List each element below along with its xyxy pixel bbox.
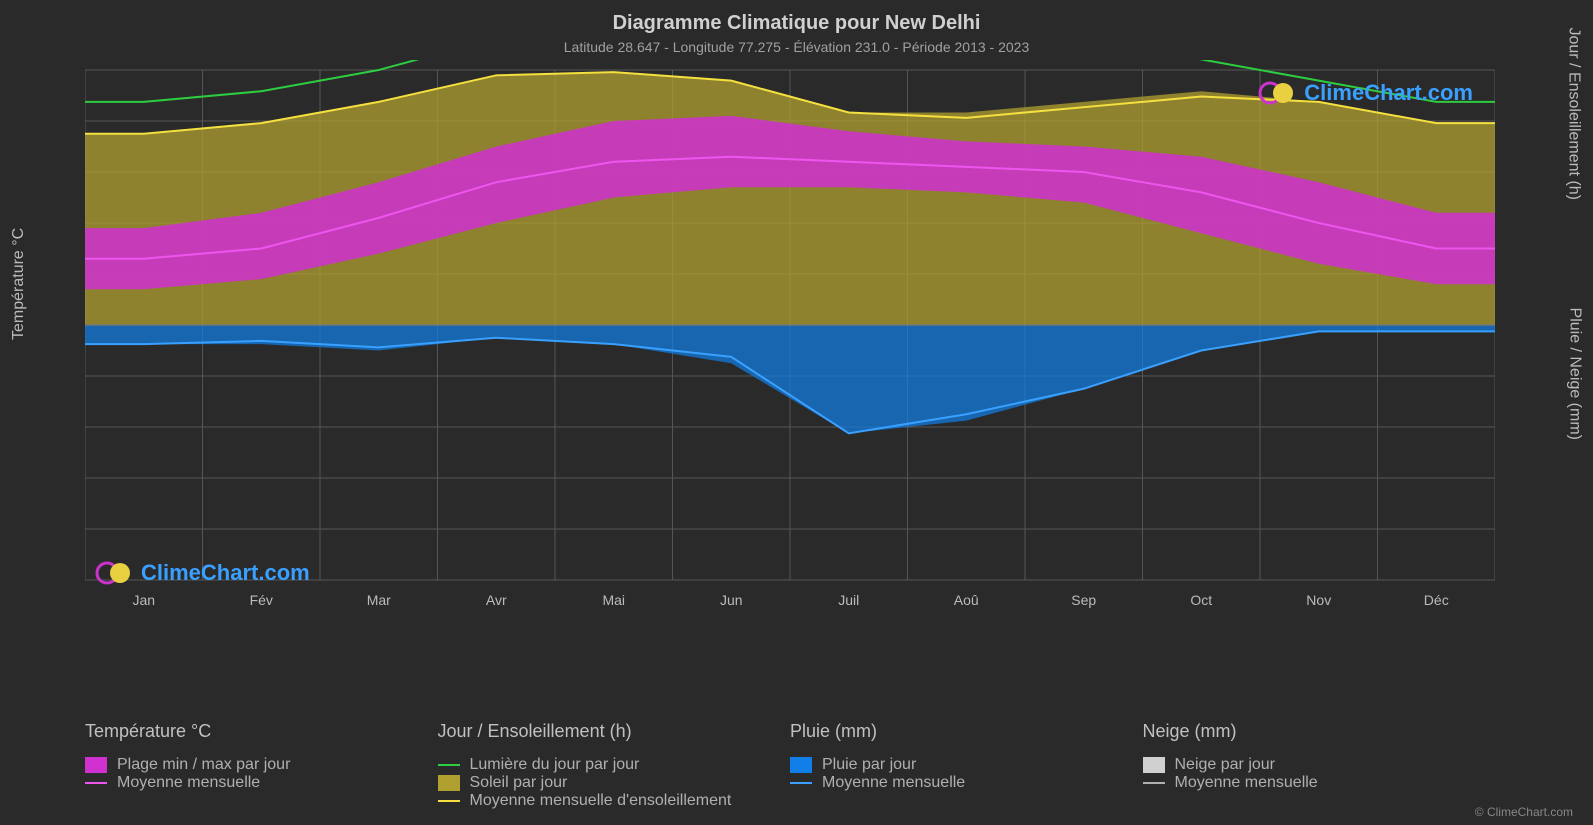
legend-item: Plage min / max par jour [85, 756, 438, 774]
svg-text:Sep: Sep [1071, 592, 1096, 608]
legend-col-snow: Neige (mm) Neige par jourMoyenne mensuel… [1143, 721, 1496, 810]
legend-item: Soleil par jour [438, 774, 791, 792]
svg-text:Déc: Déc [1424, 592, 1449, 608]
svg-text:Jun: Jun [720, 592, 743, 608]
legend-swatch [438, 764, 460, 766]
copyright-text: © ClimeChart.com [1475, 805, 1573, 819]
legend-col-temp: Température °C Plage min / max par jourM… [85, 721, 438, 810]
legend-label: Soleil par jour [470, 774, 568, 792]
legend-label: Moyenne mensuelle [1175, 774, 1318, 792]
legend-label: Pluie par jour [822, 756, 916, 774]
svg-text:Aoû: Aoû [954, 592, 979, 608]
climechart-logo-icon [1258, 80, 1298, 106]
legend-item: Moyenne mensuelle [790, 774, 1143, 792]
legend-item: Lumière du jour par jour [438, 756, 791, 774]
legend-swatch [790, 757, 812, 773]
legend-header-rain: Pluie (mm) [790, 721, 1143, 742]
climechart-logo-icon [95, 560, 135, 586]
chart-subtitle: Latitude 28.647 - Longitude 77.275 - Élé… [0, 35, 1593, 55]
legend-label: Plage min / max par jour [117, 756, 290, 774]
y-axis-right-label-top: Jour / Ensoleillement (h) [1565, 27, 1583, 200]
svg-text:Oct: Oct [1190, 592, 1212, 608]
legend-item: Moyenne mensuelle d'ensoleillement [438, 792, 791, 810]
legend-label: Moyenne mensuelle d'ensoleillement [470, 792, 732, 810]
legend-item: Moyenne mensuelle [85, 774, 438, 792]
legend-header-day: Jour / Ensoleillement (h) [438, 721, 791, 742]
watermark-top-right: ClimeChart.com [1258, 80, 1473, 106]
svg-text:Juil: Juil [838, 592, 859, 608]
legend-col-day: Jour / Ensoleillement (h) Lumière du jou… [438, 721, 791, 810]
svg-text:Mar: Mar [367, 592, 391, 608]
y-axis-left-label: Température °C [10, 228, 28, 340]
legend-header-snow: Neige (mm) [1143, 721, 1496, 742]
legend-swatch [790, 782, 812, 784]
legend-item: Neige par jour [1143, 756, 1496, 774]
svg-text:Avr: Avr [486, 592, 507, 608]
legend-label: Lumière du jour par jour [470, 756, 640, 774]
chart-svg: 50403020100-10-20-30-40-5024181260010203… [85, 60, 1495, 620]
legend-item: Moyenne mensuelle [1143, 774, 1496, 792]
chart-title: Diagramme Climatique pour New Delhi [0, 0, 1593, 35]
watermark-bottom-left: ClimeChart.com [95, 560, 310, 586]
legend-col-rain: Pluie (mm) Pluie par jourMoyenne mensuel… [790, 721, 1143, 810]
svg-text:Jan: Jan [132, 592, 155, 608]
svg-text:Mai: Mai [602, 592, 625, 608]
svg-text:Nov: Nov [1306, 592, 1331, 608]
watermark-text: ClimeChart.com [1304, 80, 1473, 106]
watermark-text: ClimeChart.com [141, 560, 310, 586]
legend-label: Moyenne mensuelle [822, 774, 965, 792]
legend-swatch [85, 757, 107, 773]
legend-swatch [1143, 757, 1165, 773]
legend-swatch [85, 782, 107, 784]
legend-swatch [438, 800, 460, 802]
svg-text:Fév: Fév [250, 592, 273, 608]
legend-swatch [1143, 782, 1165, 784]
legend: Température °C Plage min / max par jourM… [85, 721, 1495, 810]
plot-area: 50403020100-10-20-30-40-5024181260010203… [85, 60, 1495, 620]
chart-container: Diagramme Climatique pour New Delhi Lati… [0, 0, 1593, 825]
legend-label: Moyenne mensuelle [117, 774, 260, 792]
y-axis-right-label-bottom: Pluie / Neige (mm) [1565, 308, 1583, 440]
legend-header-temp: Température °C [85, 721, 438, 742]
legend-label: Neige par jour [1175, 756, 1276, 774]
legend-item: Pluie par jour [790, 756, 1143, 774]
legend-swatch [438, 775, 460, 791]
